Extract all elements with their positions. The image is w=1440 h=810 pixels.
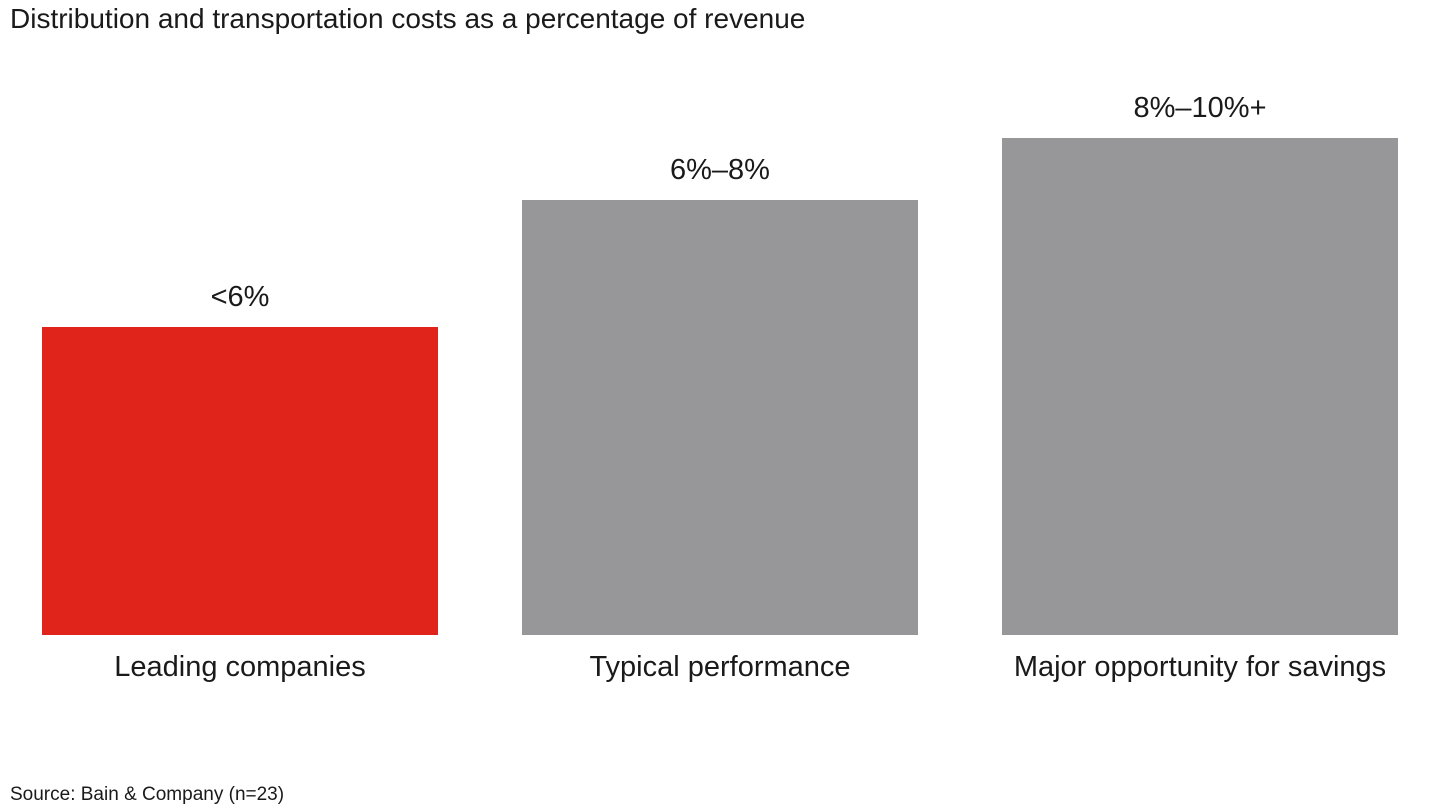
category-label-typical-performance: Typical performance: [589, 651, 851, 683]
bar-group-major-opportunity: 8%–10%+: [1002, 92, 1398, 635]
source-note: Source: Bain & Company (n=23): [10, 784, 285, 805]
chart-title: Distribution and transportation costs as…: [10, 3, 806, 34]
category-label-major-opportunity: Major opportunity for savings: [1013, 651, 1387, 683]
bar-major-opportunity: [1002, 138, 1398, 635]
value-label-typical-performance: 6%–8%: [670, 154, 770, 187]
bar-leading-companies: [42, 327, 438, 635]
category-label-leading-companies: Leading companies: [114, 651, 366, 683]
bar-group-leading-companies: <6%: [42, 281, 438, 635]
value-label-leading-companies: <6%: [210, 281, 270, 314]
value-label-major-opportunity: 8%–10%+: [1133, 92, 1267, 125]
bar-group-typical-performance: 6%–8%: [522, 154, 918, 635]
bar-typical-performance: [522, 200, 918, 635]
